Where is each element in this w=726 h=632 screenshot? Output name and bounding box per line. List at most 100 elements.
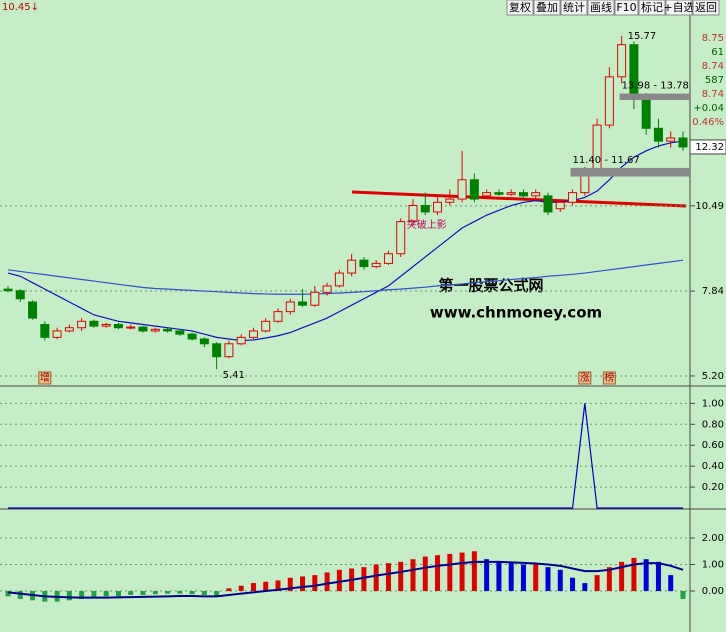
candle-body: [420, 205, 430, 213]
toolbar-button[interactable]: [692, 0, 720, 16]
marker-box: [38, 371, 52, 385]
histogram-bar: [115, 591, 121, 597]
histogram-bar: [275, 580, 281, 592]
candle-body: [163, 328, 173, 332]
candle-body: [285, 301, 295, 313]
toolbar-button[interactable]: [587, 0, 615, 16]
candle-body: [212, 343, 222, 358]
candle-body: [641, 98, 651, 129]
corner-label: 10.45↓: [2, 2, 39, 13]
toolbar-label: +自选: [663, 1, 694, 14]
candle-body: [236, 336, 246, 345]
y-tick-label: 5.20: [702, 371, 724, 382]
histogram-bar: [422, 556, 428, 592]
y-tick-label: 0.40: [702, 461, 724, 472]
histogram-bar: [165, 591, 171, 594]
histogram-bar: [336, 569, 342, 592]
candle-body: [187, 333, 197, 340]
marker: 榜: [604, 371, 614, 384]
toolbar-label: 叠加: [536, 1, 558, 14]
candle-body: [126, 326, 136, 329]
histogram-bar: [66, 591, 72, 601]
candle-body: [3, 288, 13, 292]
zone-label: 13.98 - 13.78: [622, 81, 689, 92]
histogram-bar: [300, 576, 306, 592]
toolbar-button[interactable]: [506, 0, 534, 16]
histogram-bar: [484, 559, 490, 592]
candle-body: [224, 343, 234, 358]
candle-body: [138, 326, 148, 332]
histogram-bar: [152, 591, 158, 595]
histogram-bar: [594, 575, 600, 592]
histogram-bar: [189, 591, 195, 595]
toolbar-button[interactable]: [560, 0, 588, 16]
histogram-bar: [287, 577, 293, 592]
histogram-bar: [226, 588, 232, 592]
candle-body: [396, 221, 406, 255]
histogram-bar: [128, 591, 134, 595]
candle-body: [408, 205, 418, 223]
candle-body: [494, 192, 504, 195]
candle-body: [457, 179, 467, 200]
side-info: 587: [705, 75, 724, 86]
y-tick-label: 0.20: [702, 482, 724, 493]
histogram-bar: [177, 591, 183, 594]
toolbar-label: 返回: [695, 1, 717, 14]
toolbar-button[interactable]: [533, 0, 561, 16]
candle-body: [298, 301, 308, 306]
toolbar-label: 画线: [590, 0, 612, 14]
candle-body: [261, 320, 271, 332]
candle-body: [359, 259, 369, 268]
toolbar-button[interactable]: [614, 0, 639, 16]
histogram-bar: [324, 572, 330, 592]
candle-body: [604, 76, 614, 126]
candle-body: [150, 328, 160, 332]
histogram-bar: [361, 567, 367, 592]
toolbar-button[interactable]: [638, 0, 666, 16]
candle-body: [433, 201, 443, 213]
candle-body: [506, 192, 516, 195]
y-tick-label: 0.80: [702, 419, 724, 430]
histogram-bar: [533, 564, 539, 592]
side-info: 8.74: [702, 89, 724, 100]
histogram-bar: [520, 564, 526, 592]
y-tick-label: 1.00: [702, 560, 724, 571]
candle-body: [40, 324, 50, 338]
side-info: 8.74: [702, 61, 724, 72]
histogram-bar: [447, 553, 453, 592]
histogram-bar: [557, 569, 563, 592]
histogram-bar: [459, 552, 465, 592]
candle-body: [371, 262, 381, 268]
side-info: 61: [711, 47, 724, 58]
zone-label: 11.40 - 11.67: [573, 155, 640, 166]
candle-body: [175, 330, 185, 335]
candle-body: [101, 324, 111, 327]
histogram-bar: [373, 564, 379, 592]
y-tick-label: 1.00: [702, 398, 724, 409]
candle-body: [469, 179, 479, 200]
candle-body: [322, 285, 332, 293]
histogram-bar: [214, 591, 220, 597]
histogram-bar: [643, 559, 649, 592]
candle-body: [77, 320, 87, 329]
candle-body: [248, 330, 258, 338]
candle-body: [518, 192, 528, 197]
candle-body: [383, 253, 393, 264]
histogram-bar: [398, 561, 404, 592]
histogram-bar: [103, 591, 109, 597]
candle-body: [310, 291, 320, 306]
histogram-bar: [79, 591, 85, 599]
histogram-bar: [668, 575, 674, 592]
candle-body: [28, 301, 38, 319]
candle-body: [273, 311, 283, 322]
side-info: 8.75: [702, 33, 724, 44]
signal-line: [7, 560, 684, 599]
candle-body: [531, 192, 541, 197]
candle-body: [15, 290, 25, 300]
candle-body: [89, 320, 99, 327]
histogram-bar: [312, 575, 318, 592]
toolbar-button[interactable]: [665, 0, 693, 16]
trend-line: [351, 190, 687, 208]
histogram-bar: [410, 559, 416, 592]
